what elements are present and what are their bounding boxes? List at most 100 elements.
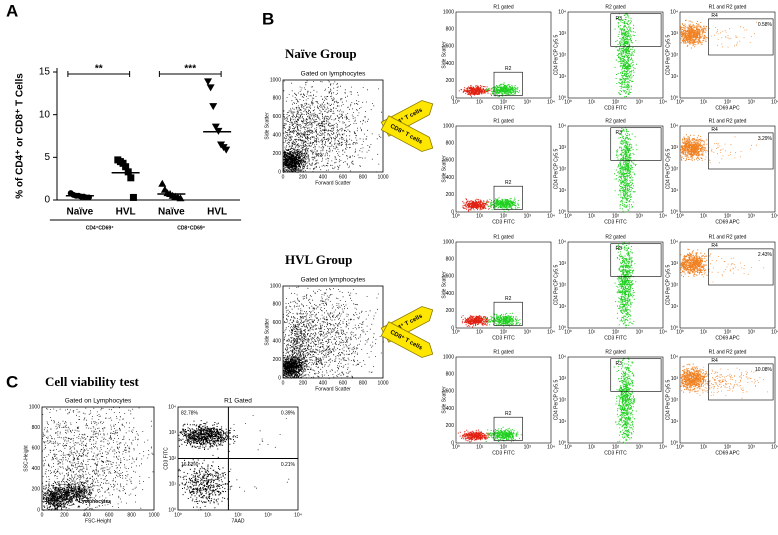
x-axis-label: CD69 APC [715,450,740,456]
gate-title: R1 gated [493,4,514,10]
x-tick-label: 10³ [524,329,532,335]
plot-frame [679,125,776,213]
x-tick-label: 10² [724,444,732,450]
y-tick-label: 10⁰ [670,440,678,446]
x-axis-label: 7AAD [231,518,244,524]
region-label: R2 [505,411,512,417]
x-axis-label: CD3 FITC [604,105,627,111]
region-label: R1 [316,153,323,159]
x-tick-label: 10² [500,99,508,105]
x-tick-label: 600 [105,512,114,518]
quadrant-percentage: 0.21% [281,462,296,468]
y-tick-label: 600 [446,158,455,164]
x-tick-label: 10⁰ [452,213,460,219]
gate-title: Gated on lymphocytes [301,71,366,78]
panel-label: B [262,9,274,28]
x-tick-label: 10² [612,213,620,219]
region-label: R2 [505,180,512,186]
y-axis-label: CD4 PerCP Cy5.5 [665,35,671,76]
y-tick-label: 10² [559,282,567,288]
x-tick-label: 400 [319,380,328,386]
x-tick-label: 10¹ [700,99,708,105]
x-tick-label: 10¹ [588,329,596,335]
y-tick-label: 600 [446,274,455,280]
gate-title: R2 gated [605,349,626,355]
x-tick-label: 10⁰ [452,444,460,450]
plot-frame [455,125,552,213]
y-axis-label: CD4 PerCP Cy5.5 [665,265,671,306]
event-cloud [680,19,708,49]
x-tick-label: 10² [724,99,732,105]
x-tick-label: 0 [41,512,44,518]
x-tick-label: 10² [724,329,732,335]
x-axis-label: CD3 FITC [604,450,627,456]
x-tick-label: 10⁰ [564,329,572,335]
event-cloud [485,82,521,98]
x-tick-label: 10² [500,213,508,219]
x-tick-label: 10³ [524,213,532,219]
y-tick-label: 800 [446,27,455,33]
x-tick-label: 10⁴ [547,213,555,219]
y-axis-label: CD4 PerCP Cy5.5 [553,380,559,421]
quadrant-percentage: 82.78% [181,410,199,416]
significance: ** [95,64,103,75]
region-label: R4 [711,127,718,133]
x-axis-label: CD3 FITC [492,219,515,225]
point [124,168,132,176]
x-tick-label: 10⁴ [771,99,778,105]
y-tick-label: 200 [446,78,455,84]
point [127,174,135,182]
region-label: R4 [711,13,718,19]
y-tick-label: 0 [278,169,281,175]
y-tick-label: 10⁰ [168,507,176,513]
y-tick-label: 10¹ [169,482,177,488]
x-tick-label: 600 [339,174,348,180]
x-axis-label: CD3 FITC [492,335,515,341]
x-tick-label: 1000 [377,380,388,386]
y-tick-label: 10⁴ [670,123,678,129]
y-tick-label: 10 [39,109,51,120]
y-tick-label: 600 [32,446,41,452]
y-tick-label: 10⁰ [670,209,678,215]
gate-title: R1 gated [493,234,514,240]
y-tick-label: 10⁰ [558,325,566,331]
x-tick-label: 10⁴ [771,329,778,335]
y-axis-label: CD3 FITC [163,447,169,470]
x-tick-label: 10⁰ [452,99,460,105]
event-cloud [613,357,637,444]
gate-region [708,132,774,170]
y-tick-label: 10¹ [559,74,567,80]
x-tick-label: 600 [339,380,348,386]
y-tick-label: 200 [446,192,455,198]
point [158,179,167,187]
group-title: HVL Group [285,252,352,267]
point [176,194,185,202]
x-tick-label: 200 [299,174,308,180]
y-tick-label: 400 [32,466,41,472]
gate-title: Gated on Lymphocytes [65,398,132,405]
event-cloud [686,256,765,283]
y-tick-label: 400 [446,61,455,67]
percentage: 10.08% [755,367,773,373]
region-label: R3 [616,16,623,22]
y-tick-label: 10⁴ [670,239,678,245]
x-tick-label: 10⁴ [771,444,778,450]
x-tick-label: 10² [612,329,620,335]
gate-region [610,358,662,392]
x-tick-label: 10³ [264,512,272,518]
gate-title: Gated on lymphocytes [301,277,366,284]
plot-frame [282,79,384,173]
arrow-shape [380,115,434,152]
plot-frame [567,356,664,444]
x-axis-label: CD3 FITC [492,450,515,456]
y-tick-label: 10⁰ [558,440,566,446]
y-tick-label: 10³ [559,261,567,267]
x-tick-label: 10³ [636,213,644,219]
y-tick-label: 10³ [559,376,567,382]
y-tick-label: 10³ [559,31,567,37]
event-cloud [614,12,637,99]
y-axis-label: % of CD4⁺ or CD8⁺ T Cells [15,73,26,199]
region-label: R3 [616,246,623,252]
y-tick-label: 1000 [443,123,454,129]
y-axis-label: Side Scatter [264,112,270,140]
